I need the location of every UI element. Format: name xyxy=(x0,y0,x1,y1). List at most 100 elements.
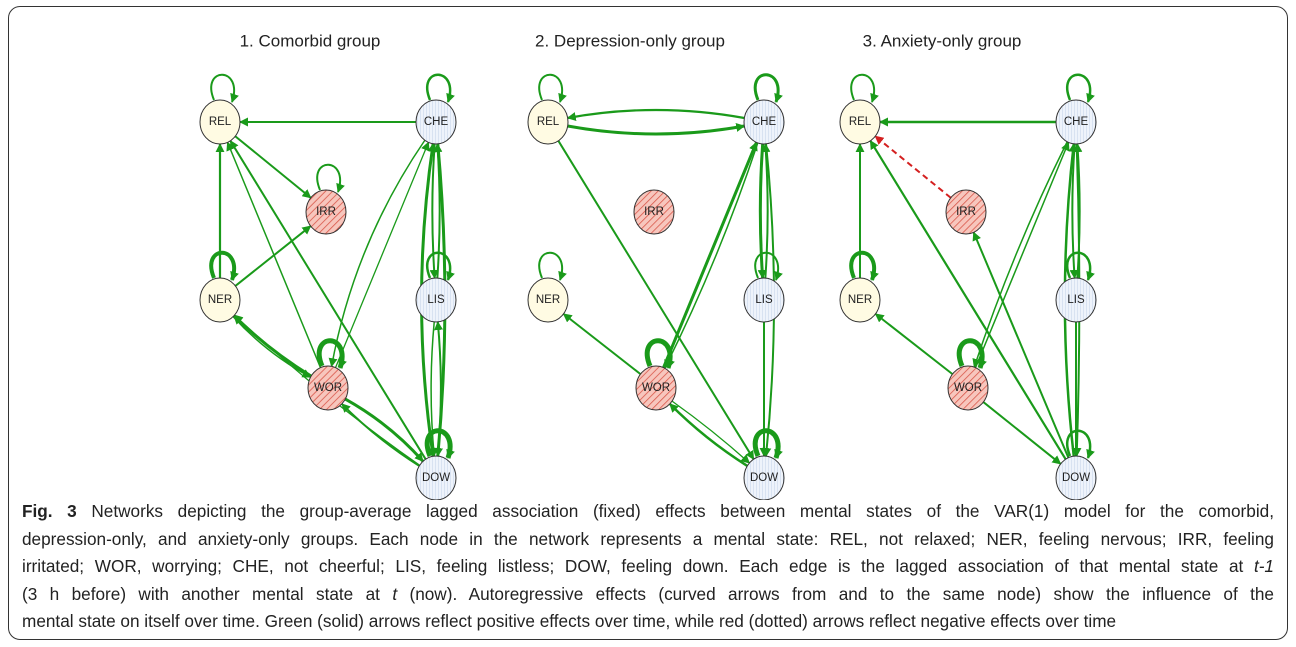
self-loop xyxy=(538,73,567,103)
positive-edge xyxy=(341,403,420,467)
self-loop xyxy=(849,250,879,281)
caption-text: mental state on itself over time. Green … xyxy=(22,611,1117,631)
positive-edge xyxy=(972,231,1070,459)
positive-edge xyxy=(671,400,751,464)
caption-text: (now). Autoregressive effects (curved ar… xyxy=(397,583,1274,604)
self-loop xyxy=(1066,429,1095,459)
node xyxy=(527,277,569,323)
node xyxy=(633,189,675,235)
positive-edge xyxy=(982,401,1062,465)
caption-text: Networks depicting the group-average lag… xyxy=(76,501,1274,521)
node-label: LIS xyxy=(755,294,773,306)
positive-edge xyxy=(972,141,1068,368)
panel-title: 2. Depression-only group xyxy=(535,31,725,50)
self-loop xyxy=(644,338,675,369)
node-label: CHE xyxy=(424,116,449,128)
panel-title: 3. Anxiety-only group xyxy=(863,31,1022,50)
caption-text: t-1 xyxy=(1253,556,1274,576)
positive-edge xyxy=(234,225,312,287)
caption-text: depression-only, and anxiety-only groups… xyxy=(22,528,1274,549)
positive-edge xyxy=(428,321,438,457)
caption-line: mental state on itself over time. Green … xyxy=(22,608,1274,636)
positive-edge xyxy=(562,313,642,375)
positive-edge xyxy=(429,143,439,279)
node-label: WOR xyxy=(642,382,670,394)
node xyxy=(527,99,569,145)
node-label: NER xyxy=(536,294,560,306)
node-label: IRR xyxy=(316,206,336,218)
positive-edge xyxy=(664,142,759,370)
positive-edge xyxy=(344,397,425,463)
positive-edge xyxy=(226,141,322,368)
positive-edge xyxy=(566,108,745,121)
positive-edge xyxy=(232,316,312,378)
caption: Fig. 3 Networks depicting the group-aver… xyxy=(22,498,1274,636)
caption-text: irritated; WOR, worrying; CHE, not cheer… xyxy=(22,556,1254,576)
node xyxy=(305,189,347,235)
self-loop xyxy=(209,250,239,281)
positive-edge xyxy=(557,140,755,460)
caption-line: depression-only, and anxiety-only groups… xyxy=(22,526,1274,554)
node xyxy=(415,455,457,500)
node-label: DOW xyxy=(422,472,450,484)
node xyxy=(635,365,677,411)
node xyxy=(743,455,785,500)
self-loop xyxy=(1066,73,1095,103)
self-loop xyxy=(424,428,455,459)
node xyxy=(743,277,785,323)
positive-edge xyxy=(757,143,767,279)
node xyxy=(199,277,241,323)
node xyxy=(947,365,989,411)
node xyxy=(415,99,457,145)
node-label: REL xyxy=(209,116,232,128)
positive-edge xyxy=(229,140,427,460)
node-label: CHE xyxy=(752,116,777,128)
node-label: DOW xyxy=(750,472,778,484)
self-loop xyxy=(752,428,783,459)
panel-title: 1. Comorbid group xyxy=(240,31,381,50)
self-loop xyxy=(1066,251,1095,281)
self-loop xyxy=(426,73,455,103)
self-loop xyxy=(754,251,783,281)
caption-text: (3 h before) with another mental state a… xyxy=(22,583,393,604)
node xyxy=(839,277,881,323)
node-label: NER xyxy=(208,294,232,306)
node xyxy=(839,99,881,145)
self-loop xyxy=(850,73,879,103)
node xyxy=(1055,277,1097,323)
node-label: WOR xyxy=(314,382,342,394)
node-label: REL xyxy=(849,116,872,128)
caption-line: (3 h before) with another mental state a… xyxy=(22,581,1274,609)
positive-edge xyxy=(869,140,1067,460)
positive-edge xyxy=(974,141,1070,368)
caption-line: Fig. 3 Networks depicting the group-aver… xyxy=(22,498,1274,526)
figure-label: Fig. 3 xyxy=(22,501,77,521)
caption-text: t xyxy=(392,583,398,604)
self-loop xyxy=(316,163,345,193)
self-loop xyxy=(956,338,987,369)
positive-edge xyxy=(232,314,312,378)
node-label: DOW xyxy=(1062,472,1090,484)
node-label: LIS xyxy=(427,294,445,306)
figure-frame xyxy=(8,6,1288,640)
node xyxy=(743,99,785,145)
node-label: IRR xyxy=(956,206,976,218)
node-label: IRR xyxy=(644,206,664,218)
caption-line: irritated; WOR, worrying; CHE, not cheer… xyxy=(22,553,1274,581)
node xyxy=(1055,455,1097,500)
positive-edge xyxy=(761,143,771,279)
edges xyxy=(209,73,455,467)
node xyxy=(1055,99,1097,145)
self-loop xyxy=(753,73,783,103)
positive-edge xyxy=(662,141,758,369)
positive-edge xyxy=(567,123,746,136)
positive-edge xyxy=(334,141,430,368)
node xyxy=(415,277,457,323)
positive-edge xyxy=(434,321,444,457)
positive-edge xyxy=(328,139,426,368)
node xyxy=(945,189,987,235)
node xyxy=(199,99,241,145)
self-loop xyxy=(538,251,567,281)
self-loop xyxy=(426,251,455,281)
